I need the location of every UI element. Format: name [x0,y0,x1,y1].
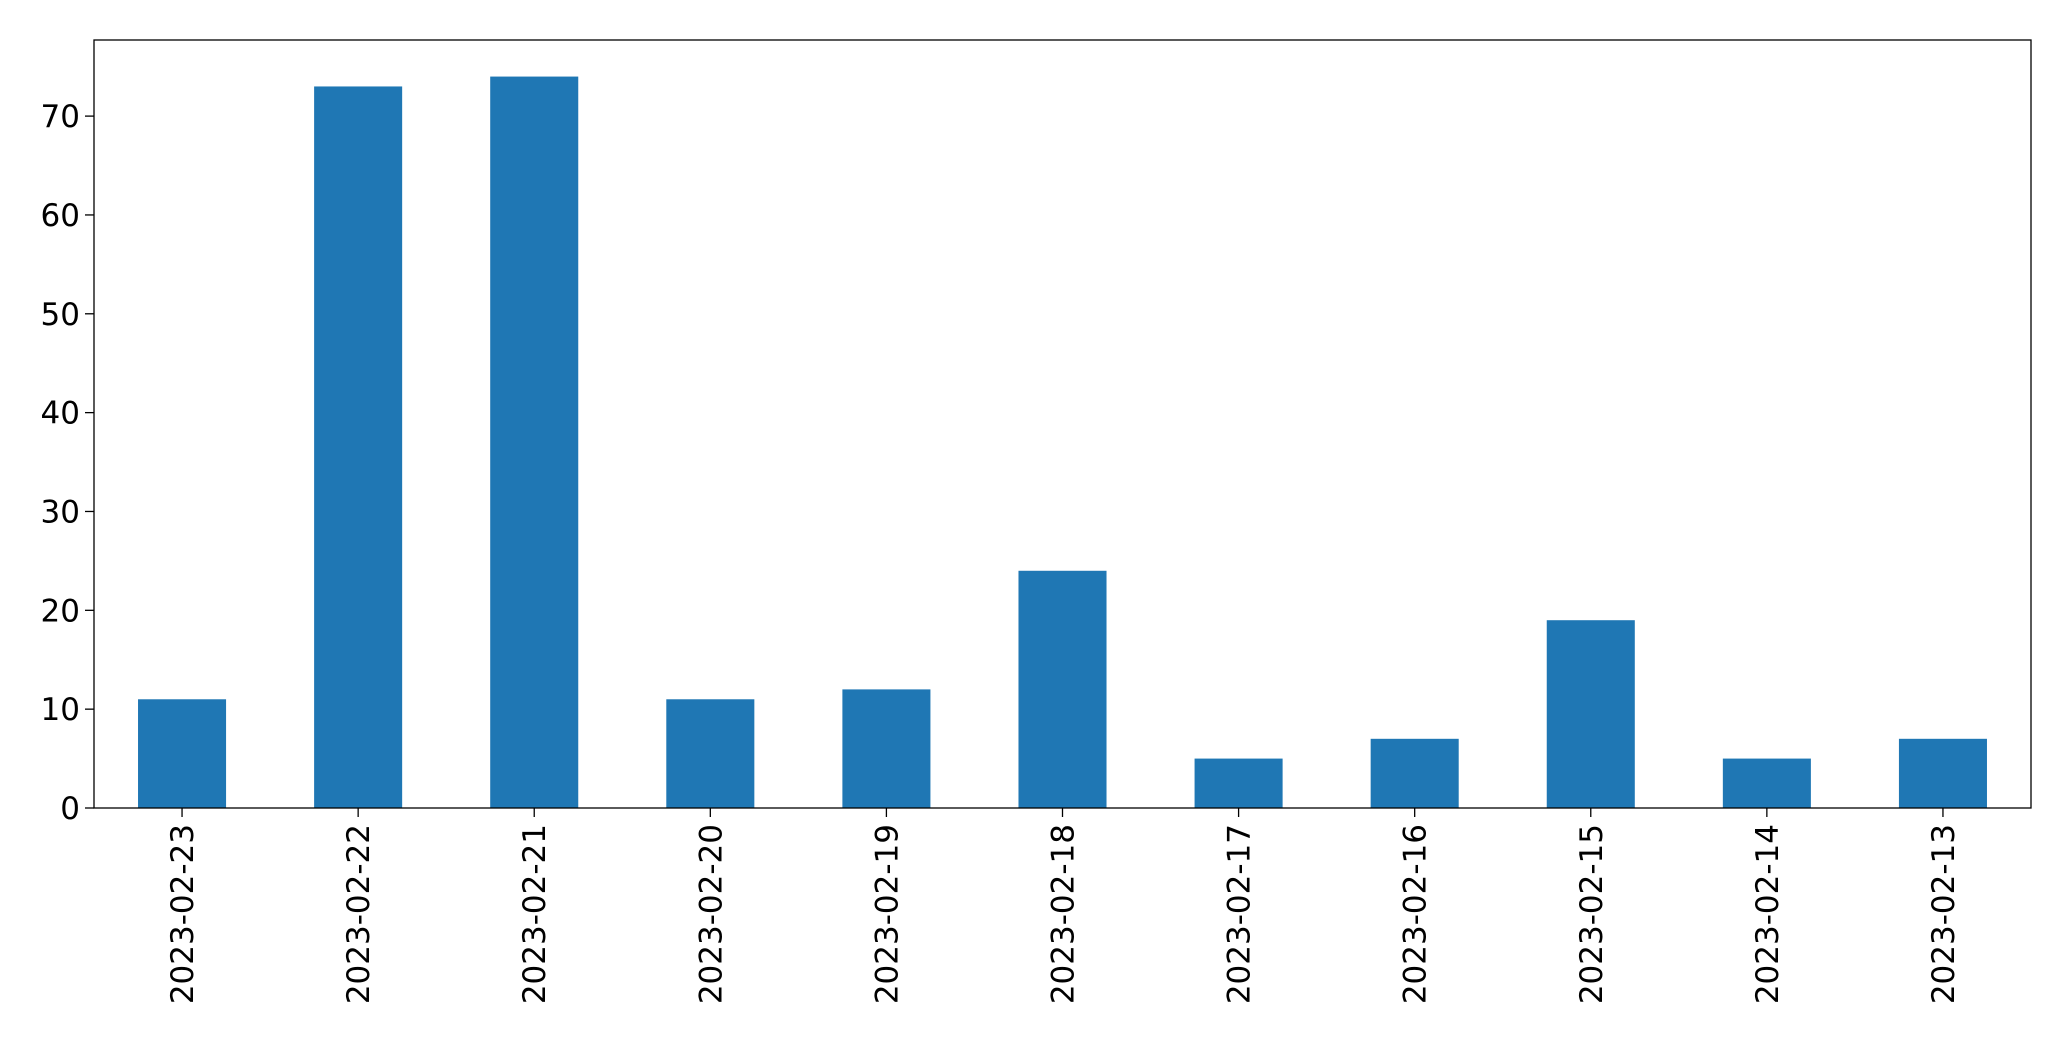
bar [1194,758,1283,808]
x-tick-label: 2023-02-19 [869,824,905,1004]
bar [138,699,227,808]
x-tick-label: 2023-02-14 [1750,824,1786,1004]
bar [1370,738,1459,808]
bar [490,76,579,809]
x-tick-label: 2023-02-16 [1398,824,1434,1004]
x-tick-label: 2023-02-23 [165,824,201,1004]
bar [1018,570,1107,808]
bar [842,689,931,808]
x-tick-label: 2023-02-17 [1222,824,1258,1004]
bar [314,86,403,809]
y-tick-label: 0 [60,791,80,827]
bar [1722,758,1811,808]
y-tick-label: 30 [41,494,80,530]
x-tick-label: 2023-02-22 [341,824,377,1004]
bar [666,699,755,808]
bar [1898,738,1987,808]
bar [1546,620,1635,808]
y-tick-label: 50 [41,297,80,333]
y-tick-label: 10 [41,692,80,728]
y-tick-label: 40 [41,396,80,432]
x-tick-label: 2023-02-20 [693,824,729,1004]
y-tick-label: 20 [41,593,80,629]
plot-frame [93,39,2032,809]
x-tick-label: 2023-02-21 [517,824,553,1004]
x-tick-label: 2023-02-15 [1574,824,1610,1004]
y-tick-label: 60 [41,198,80,234]
y-tick-label: 70 [41,99,80,135]
x-tick-label: 2023-02-18 [1046,824,1082,1004]
x-tick-label: 2023-02-13 [1926,824,1962,1004]
